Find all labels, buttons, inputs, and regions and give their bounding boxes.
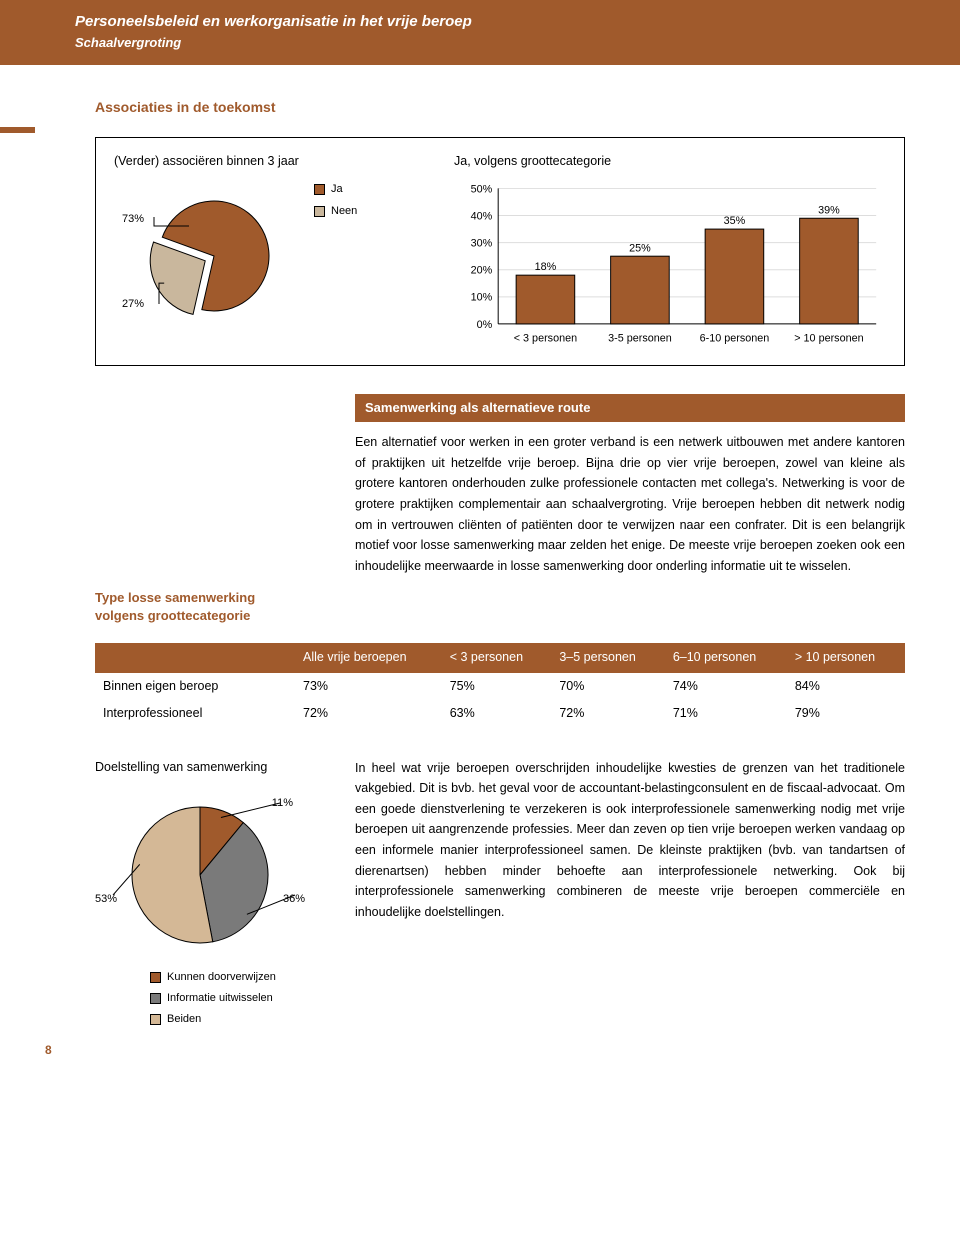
svg-text:50%: 50%: [471, 184, 493, 196]
svg-text:20%: 20%: [471, 265, 493, 277]
table-cell: 72%: [295, 700, 442, 727]
side-stripe: [0, 127, 35, 133]
svg-text:30%: 30%: [471, 238, 493, 250]
table-header: Alle vrije beroepen: [295, 643, 442, 672]
table-cell: 71%: [665, 700, 787, 727]
swatch-icon: [150, 972, 161, 983]
pie2-legend: Kunnen doorverwijzen Informatie uitwisse…: [95, 969, 325, 1028]
bar-chart: 0% 10% 20% 30% 40% 50% 18% < 3 personen 25% 3-5 p…: [454, 181, 886, 351]
svg-text:40%: 40%: [471, 211, 493, 223]
pie1-legend: Ja Neen: [314, 181, 357, 223]
header-title: Personeelsbeleid en werkorganisatie in h…: [75, 10, 940, 33]
svg-text:6-10 personen: 6-10 personen: [700, 333, 770, 345]
page-header: Personeelsbeleid en werkorganisatie in h…: [0, 0, 960, 65]
svg-text:< 3 personen: < 3 personen: [514, 333, 577, 345]
pie1-chart: 73% 27%: [114, 181, 294, 341]
chart-box-top: (Verder) associëren binnen 3 jaar 73% 27…: [95, 137, 905, 366]
page-body: Associaties in de toekomst (Verder) asso…: [0, 65, 960, 1072]
table-header: 6–10 personen: [665, 643, 787, 672]
legend-label: Kunnen doorverwijzen: [167, 969, 276, 986]
table-header: [95, 643, 295, 672]
pie2-label-0: 11%: [272, 795, 293, 812]
pie1-column: (Verder) associëren binnen 3 jaar 73% 27…: [114, 152, 424, 357]
table-header: < 3 personen: [442, 643, 552, 672]
legend-row: Beiden: [150, 1011, 325, 1028]
section2-body: Een alternatief voor werken in een grote…: [355, 432, 905, 576]
svg-text:35%: 35%: [724, 216, 746, 228]
swatch-icon: [150, 1014, 161, 1025]
table-cell: 84%: [787, 673, 905, 700]
bar-column: Ja, volgens groottecategorie 0% 10% 20% 30%…: [454, 152, 886, 357]
svg-text:18%: 18%: [535, 262, 557, 274]
pie2-chart: 11% 36% 53%: [95, 783, 305, 963]
bottom-row: Doelstelling van samenwerking 11% 36% 53…: [95, 758, 905, 1033]
table-cell: 63%: [442, 700, 552, 727]
header-subtitle: Schaalvergroting: [75, 33, 940, 53]
legend-row: Ja: [314, 181, 357, 198]
data-table: Alle vrije beroepen< 3 personen3–5 perso…: [95, 643, 905, 727]
table-cell: 75%: [442, 673, 552, 700]
table-cell: Interprofessioneel: [95, 700, 295, 727]
svg-text:> 10 personen: > 10 personen: [794, 333, 863, 345]
table-cell: 73%: [295, 673, 442, 700]
legend-label: Neen: [331, 203, 357, 220]
section-title: Associaties in de toekomst: [95, 97, 905, 119]
legend-row: Informatie uitwisselen: [150, 990, 325, 1007]
bar-title: Ja, volgens groottecategorie: [454, 152, 886, 171]
svg-text:0%: 0%: [477, 319, 493, 331]
page-number: 8: [45, 1041, 52, 1060]
table-header: > 10 personen: [787, 643, 905, 672]
table-cell: 72%: [551, 700, 664, 727]
table-cell: 70%: [551, 673, 664, 700]
pie2-label-2: 53%: [95, 891, 117, 908]
pie2-title: Doelstelling van samenwerking: [95, 758, 325, 777]
table-cell: 74%: [665, 673, 787, 700]
table-row: Binnen eigen beroep73%75%70%74%84%: [95, 673, 905, 700]
pie1-title: (Verder) associëren binnen 3 jaar: [114, 152, 424, 171]
body2-text: In heel wat vrije beroepen overschrijden…: [355, 758, 905, 923]
section2-heading-l1: Type losse samenwerking: [95, 589, 325, 607]
svg-text:25%: 25%: [629, 243, 651, 255]
pie1-label-ja: 73%: [122, 211, 144, 228]
swatch-icon: [314, 184, 325, 195]
swatch-icon: [150, 993, 161, 1004]
section2-heading-l2: volgens groottecategorie: [95, 607, 325, 625]
section2-left: Type losse samenwerking volgens groottec…: [95, 394, 325, 625]
legend-label: Beiden: [167, 1011, 201, 1028]
legend-row: Kunnen doorverwijzen: [150, 969, 325, 986]
svg-text:39%: 39%: [818, 205, 840, 217]
section2-right: Samenwerking als alternatieve route Een …: [355, 394, 905, 625]
table-row: Interprofessioneel72%63%72%71%79%: [95, 700, 905, 727]
table-cell: 79%: [787, 700, 905, 727]
legend-label: Informatie uitwisselen: [167, 990, 273, 1007]
pie2-label-1: 36%: [283, 891, 305, 908]
legend-label: Ja: [331, 181, 343, 198]
table-cell: Binnen eigen beroep: [95, 673, 295, 700]
pie1-label-neen: 27%: [122, 296, 144, 313]
section2-bar: Samenwerking als alternatieve route: [355, 394, 905, 422]
swatch-icon: [314, 206, 325, 217]
svg-text:10%: 10%: [471, 292, 493, 304]
body2-col: In heel wat vrije beroepen overschrijden…: [355, 758, 905, 1033]
pie2-column: Doelstelling van samenwerking 11% 36% 53…: [95, 758, 325, 1033]
svg-text:3-5 personen: 3-5 personen: [608, 333, 672, 345]
section2-row: Type losse samenwerking volgens groottec…: [95, 394, 905, 625]
table-header: 3–5 personen: [551, 643, 664, 672]
legend-row: Neen: [314, 203, 357, 220]
